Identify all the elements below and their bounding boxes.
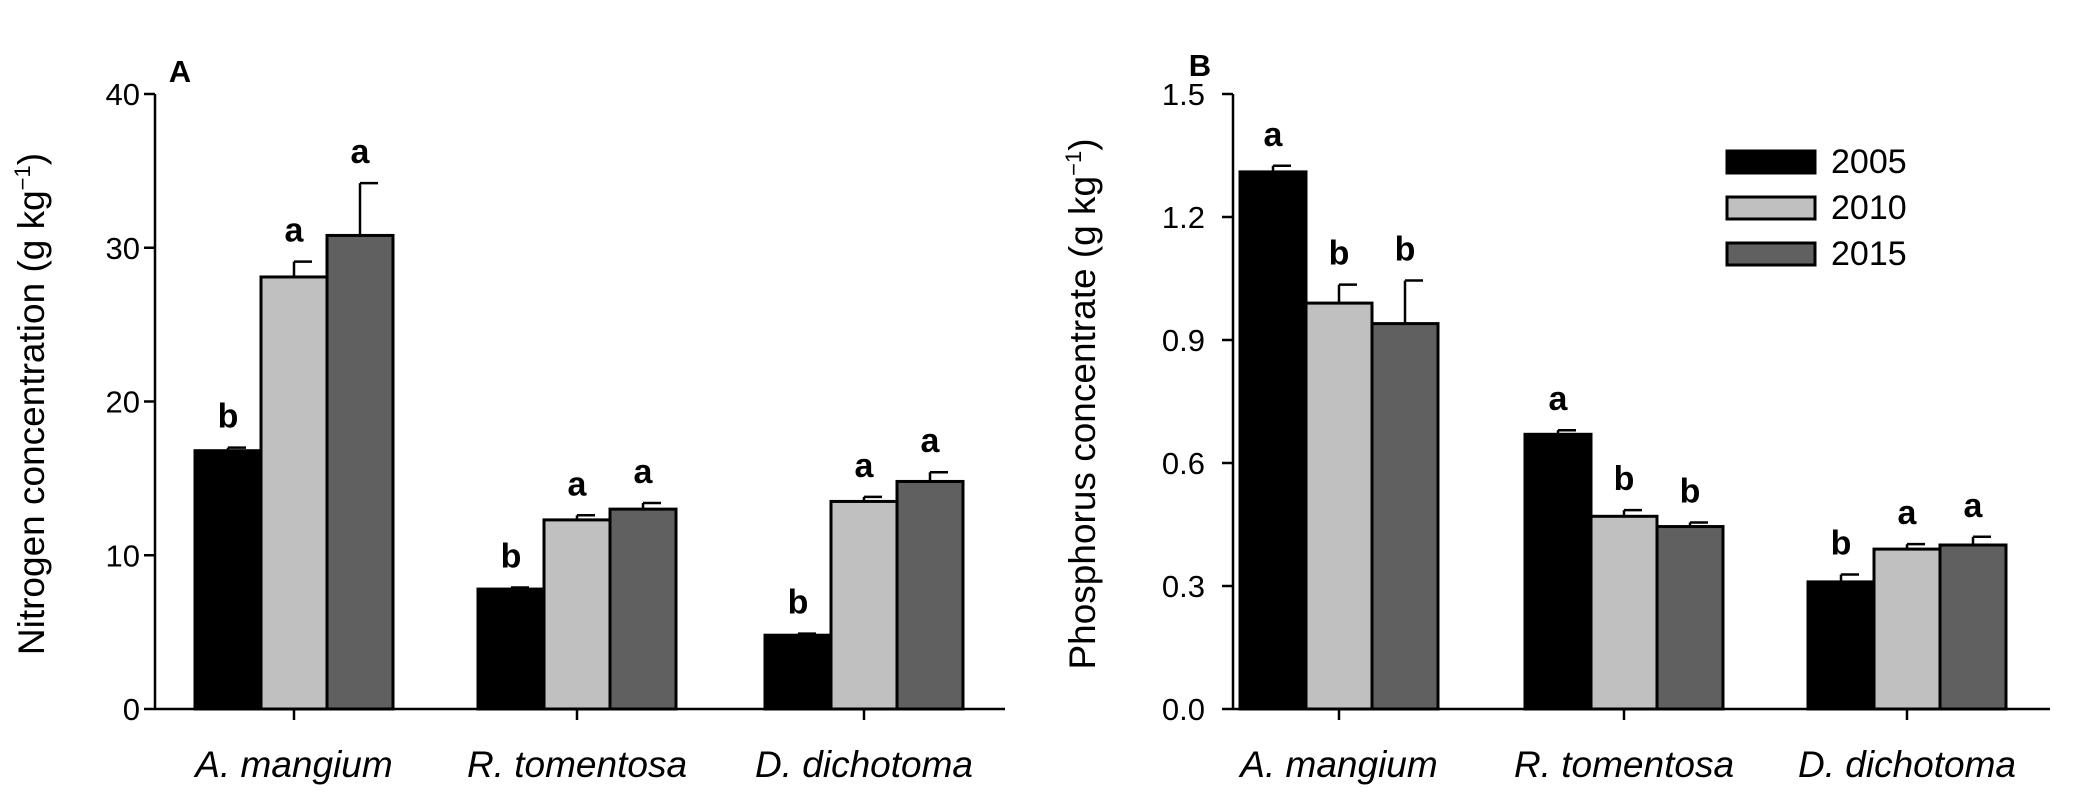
y-axis-label: Nitrogen concentration (g kg−1) [10, 153, 52, 655]
y-tick-label: 30 [106, 231, 140, 266]
significance-letter: b [788, 584, 809, 622]
bar-2005-2 [1523, 432, 1593, 711]
x-category-label: R. tomentosa [1514, 744, 1734, 785]
bar-2015-3 [1938, 543, 2008, 711]
significance-letter: b [1395, 231, 1416, 269]
legend-swatch-2015 [1725, 241, 1817, 267]
bar-2010-2 [542, 518, 612, 711]
y-axis-label-superscript: −1 [1061, 151, 1086, 176]
significance-letter: b [1329, 235, 1350, 273]
bar-2010-1 [1304, 301, 1374, 711]
bar-2010-2 [1589, 514, 1659, 711]
bar-2010-3 [829, 499, 899, 711]
significance-letter: a [634, 453, 654, 491]
x-category-label: R. tomentosa [467, 744, 687, 785]
bar-2005-3 [763, 633, 833, 711]
panel-letter: B [1189, 48, 1211, 83]
significance-letter: a [1964, 487, 1984, 525]
significance-letter: a [921, 422, 941, 460]
significance-letter: a [1549, 380, 1569, 418]
bar-2005-3 [1806, 580, 1876, 711]
x-category-label: A. mangium [193, 744, 392, 785]
significance-letter: b [1680, 472, 1701, 510]
x-category-label: D. dichotoma [1798, 744, 2016, 785]
y-tick-label: 0.3 [1162, 569, 1205, 604]
significance-letter: b [1831, 525, 1852, 563]
y-axis-label-close: ) [11, 153, 52, 165]
bar-2005-1 [193, 449, 263, 711]
y-axis-label: Phosphorus concentrate (g kg−1) [1061, 138, 1103, 669]
significance-letter: a [285, 212, 305, 250]
legend: 2005 2010 2015 [1725, 143, 1907, 273]
x-category-label: D. dichotoma [755, 744, 973, 785]
bar-2005-2 [476, 587, 546, 711]
panel-letter: A [169, 54, 191, 89]
bar-2015-2 [608, 507, 678, 711]
y-axis-label-superscript: −1 [10, 165, 35, 190]
legend-swatch-2010 [1725, 195, 1817, 221]
y-tick-label: 10 [106, 538, 140, 573]
significance-letter: b [501, 538, 522, 576]
bar-2005-1 [1238, 170, 1308, 711]
bar-2015-1 [1370, 322, 1440, 711]
bar-2015-2 [1655, 525, 1725, 711]
significance-letter: b [218, 398, 239, 436]
significance-letter: b [1614, 460, 1635, 498]
chart-panel-a: 0 10 20 30 40 Nitrogen concentration (g kg−1)… [10, 54, 1005, 785]
y-tick-label: 40 [106, 77, 140, 112]
y-tick-label: 1.2 [1162, 200, 1205, 235]
bar-2010-1 [259, 275, 329, 711]
x-category-label: A. mangium [1238, 744, 1437, 785]
bar-2010-3 [1872, 547, 1942, 711]
significance-letter: a [351, 133, 371, 171]
y-axis-label-main: Phosphorus concentrate (g kg [1062, 176, 1103, 670]
bar-2015-1 [325, 233, 395, 711]
y-tick-label: 0.0 [1162, 692, 1205, 727]
y-axis-label-close: ) [1062, 138, 1103, 150]
bar-2015-3 [895, 479, 965, 711]
y-axis-label-main: Nitrogen concentration (g kg [11, 190, 52, 655]
legend-swatch-2005 [1725, 149, 1817, 175]
chart-panel-b: 0.0 0.3 0.6 0.9 1.2 1.5 Phosphorus concentrate… [1061, 48, 2050, 785]
y-tick-label: 0.9 [1162, 323, 1205, 358]
significance-letter: a [568, 465, 588, 503]
legend-label: 2010 [1831, 189, 1907, 227]
legend-label: 2015 [1831, 235, 1907, 273]
significance-letter: a [1898, 494, 1918, 532]
y-tick-label: 1.5 [1162, 77, 1205, 112]
y-tick-label: 20 [106, 385, 140, 420]
legend-label: 2005 [1831, 143, 1907, 181]
significance-letter: a [855, 447, 875, 485]
significance-letter: a [1264, 116, 1284, 154]
y-tick-label: 0 [123, 692, 140, 727]
y-tick-label: 0.6 [1162, 446, 1205, 481]
